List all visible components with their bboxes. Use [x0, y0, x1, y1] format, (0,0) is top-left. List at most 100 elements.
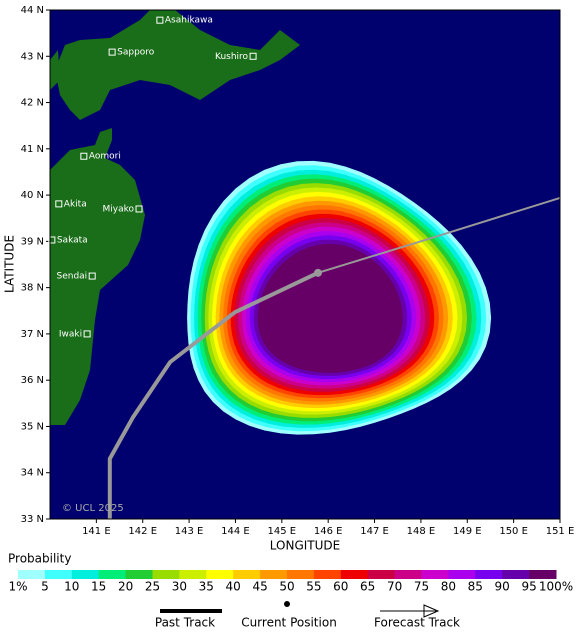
legend-title: Probability — [8, 552, 71, 566]
color-box — [502, 570, 530, 579]
color-box — [152, 570, 180, 579]
color-box — [206, 570, 234, 579]
scale-label: 80 — [441, 580, 456, 594]
city-marker — [88, 272, 96, 280]
x-tick-label: 142 E — [128, 526, 157, 537]
x-tick-label: 151 E — [546, 526, 575, 537]
color-box — [367, 570, 396, 579]
x-tick-label: 147 E — [360, 526, 389, 537]
y-tick-label: 34 N — [21, 468, 44, 479]
scale-label: 15 — [91, 580, 106, 594]
color-box — [287, 570, 315, 579]
y-tick-label: 33 N — [21, 514, 44, 525]
y-tick-label: 39 N — [21, 236, 44, 247]
x-tick-label: 144 E — [221, 526, 250, 537]
color-box — [448, 570, 476, 579]
color-box — [421, 570, 449, 579]
y-tick-label: 41 N — [21, 144, 44, 155]
city-label: Aomori — [89, 152, 121, 162]
x-axis-title: LONGITUDE — [270, 539, 340, 553]
scale-label: 60 — [333, 580, 348, 594]
city-marker — [80, 152, 88, 160]
color-box — [394, 570, 422, 579]
city-marker — [108, 48, 116, 56]
city-label: Asahikawa — [165, 16, 213, 26]
color-box — [44, 570, 73, 579]
city-label: Sendai — [57, 272, 88, 282]
scale-label: 20 — [118, 580, 133, 594]
scale-label: 30 — [172, 580, 187, 594]
city-label: Iwaki — [59, 329, 82, 339]
hokkaido — [55, 10, 300, 120]
island — [50, 50, 60, 90]
y-tick-label: 44 N — [21, 5, 44, 16]
copyright: © UCL 2025 — [62, 503, 124, 514]
color-box — [313, 570, 342, 579]
scale-label: 75 — [414, 580, 429, 594]
city-label: Kushiro — [215, 52, 249, 62]
city-marker — [83, 330, 91, 338]
honshu — [50, 128, 145, 425]
x-tick-label: 150 E — [499, 526, 528, 537]
probability-band — [257, 243, 403, 373]
x-tick-label: 148 E — [407, 526, 436, 537]
probability-field — [187, 160, 492, 435]
city-label: Sakata — [57, 235, 88, 245]
city-label: Sapporo — [117, 48, 155, 58]
scale-label: 25 — [145, 580, 160, 594]
scale-label: 100% — [539, 580, 573, 594]
color-box — [179, 570, 207, 579]
scale-label: 70 — [387, 580, 402, 594]
y-tick-label: 42 N — [21, 98, 44, 109]
scale-label: 55 — [306, 580, 321, 594]
x-tick-label: 143 E — [175, 526, 204, 537]
scale-label: 1% — [8, 580, 27, 594]
land — [50, 10, 300, 425]
city-marker — [249, 52, 257, 60]
scale-label: 50 — [279, 580, 294, 594]
x-tick-label: 145 E — [268, 526, 297, 537]
color-box — [233, 570, 261, 579]
scale-label: 85 — [468, 580, 483, 594]
arrow — [423, 604, 440, 618]
color-box — [475, 570, 503, 579]
scale-label: 5 — [41, 580, 49, 594]
key-label: Past Track — [155, 616, 215, 630]
city-marker — [55, 200, 63, 208]
scale-label: 95 — [521, 580, 536, 594]
x-tick-label: 149 E — [453, 526, 482, 537]
y-axis-title: LATITUDE — [3, 235, 17, 293]
y-tick-label: 40 N — [21, 190, 44, 201]
color-box — [71, 570, 100, 579]
y-tick-label: 43 N — [21, 51, 44, 62]
scale-label: 65 — [360, 580, 375, 594]
color-box — [340, 570, 369, 579]
key-label: Current Position — [241, 616, 337, 630]
overlay: 141 E 142 E 143 E 144 E 145 E 146 E 147 E 148 E… — [21, 5, 575, 537]
city-label: Miyako — [103, 204, 135, 214]
past-track — [107, 270, 319, 519]
y-tick-label: 36 N — [21, 375, 44, 386]
scale-label: 35 — [199, 580, 214, 594]
city-marker — [135, 205, 143, 213]
city-marker — [48, 236, 56, 244]
color-box — [260, 570, 288, 579]
frame — [49, 9, 561, 520]
y-tick-label: 35 N — [21, 421, 44, 432]
color-box — [98, 570, 127, 579]
y-tick-label: 38 N — [21, 283, 44, 294]
color-box — [18, 570, 46, 579]
y-tick-label: 37 N — [21, 329, 44, 340]
scale-label: 90 — [495, 580, 510, 594]
scale-label: 10 — [64, 580, 79, 594]
forecast-track — [317, 196, 561, 274]
city-label: Akita — [64, 199, 87, 209]
current-key — [284, 601, 290, 607]
key-label: Forecast Track — [374, 616, 460, 630]
scale-label: 45 — [252, 580, 267, 594]
x-tick-label: 141 E — [82, 526, 111, 537]
color-box — [125, 570, 153, 579]
city-marker — [156, 16, 164, 24]
color-box — [529, 570, 557, 579]
